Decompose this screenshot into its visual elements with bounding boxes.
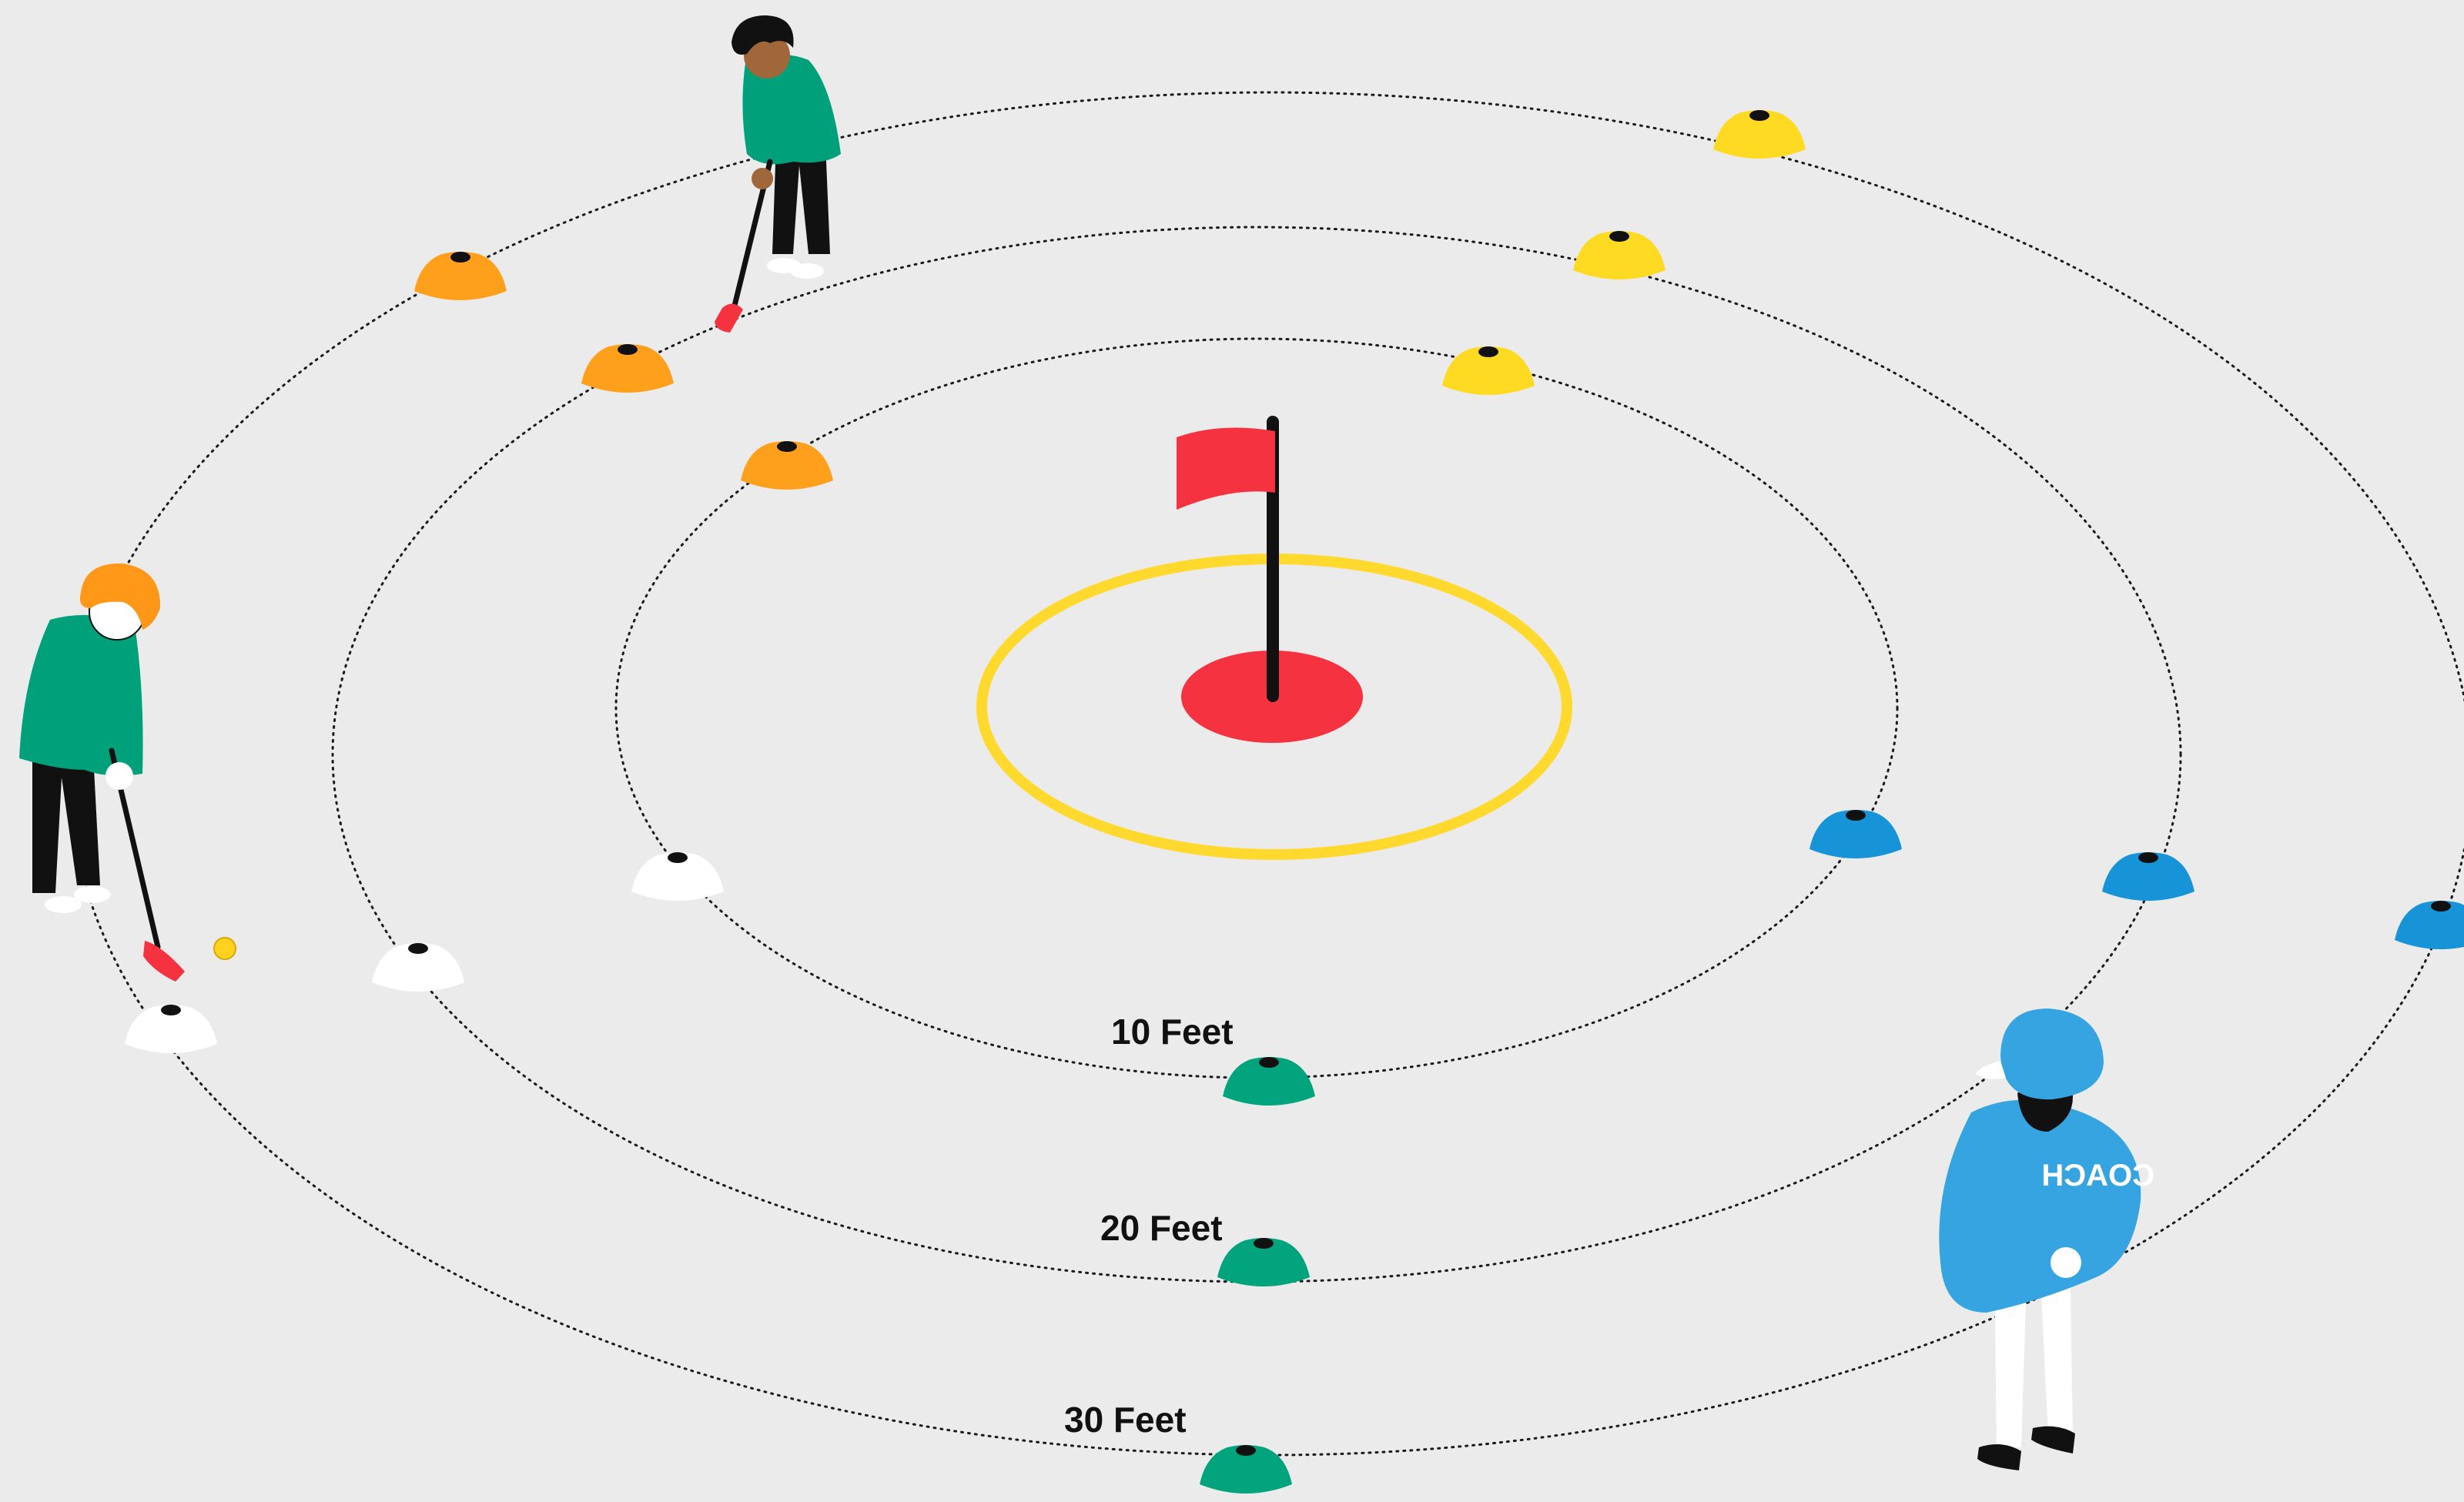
cone-icon (2102, 852, 2194, 901)
ring-10-feet (614, 337, 1899, 1079)
cone-icon (372, 943, 464, 992)
ring-label-10-feet: 10 Feet (1111, 1012, 1234, 1052)
orange-cones (414, 252, 833, 490)
ring-label-30-feet: 30 Feet (1064, 1400, 1187, 1440)
golfer-club-head (143, 941, 185, 982)
yellow-cones (1442, 110, 1806, 395)
golfer-shirt (742, 54, 841, 165)
golfer-shoe (790, 263, 824, 279)
golfer-legs (772, 142, 830, 254)
flag-icon (1177, 427, 1275, 510)
coach-cap (2000, 1009, 2104, 1100)
cone-icon (1573, 231, 1666, 279)
cone-icon (631, 852, 724, 901)
golfer-legs (32, 739, 100, 893)
hole-area (976, 416, 1572, 860)
ring-label-20-feet: 20 Feet (1100, 1208, 1223, 1248)
coach-cap-brim (1976, 1061, 2006, 1079)
golfer-hands (752, 168, 773, 189)
golfer-hands (105, 762, 133, 790)
golfer-hair (732, 15, 794, 55)
coach-shirt-text: COACH (2041, 1159, 2154, 1193)
golfer-figure (715, 15, 841, 333)
green-cones (1200, 1057, 1315, 1494)
cone-icon (1810, 810, 1902, 858)
golfer-shoe (45, 896, 82, 913)
coach-figure: COACH (1939, 1009, 2154, 1470)
golfer-shoe (74, 886, 111, 903)
cone-icon (1713, 110, 1806, 159)
coach-hands (2051, 1247, 2081, 1278)
golfer-club-head (715, 303, 743, 333)
golfer-shirt (19, 614, 143, 776)
cone-icon (1200, 1445, 1292, 1494)
cone-icon (1442, 346, 1535, 395)
blue-cones (1810, 810, 2464, 949)
cone-icon (125, 1005, 217, 1053)
coach-shoe (1977, 1444, 2021, 1470)
cone-icon (414, 252, 507, 300)
coach-shirt (1939, 1099, 2141, 1313)
cone-icon (2395, 901, 2464, 949)
ring-20-feet (331, 226, 2182, 1283)
cone-icon (1217, 1238, 1310, 1286)
coach-shoe (2031, 1426, 2075, 1453)
cone-icon (741, 441, 833, 490)
golf-ball-icon (213, 937, 236, 960)
golfer-figure (19, 563, 236, 982)
golfer-hair (79, 563, 161, 630)
cone-icon (1223, 1057, 1315, 1106)
